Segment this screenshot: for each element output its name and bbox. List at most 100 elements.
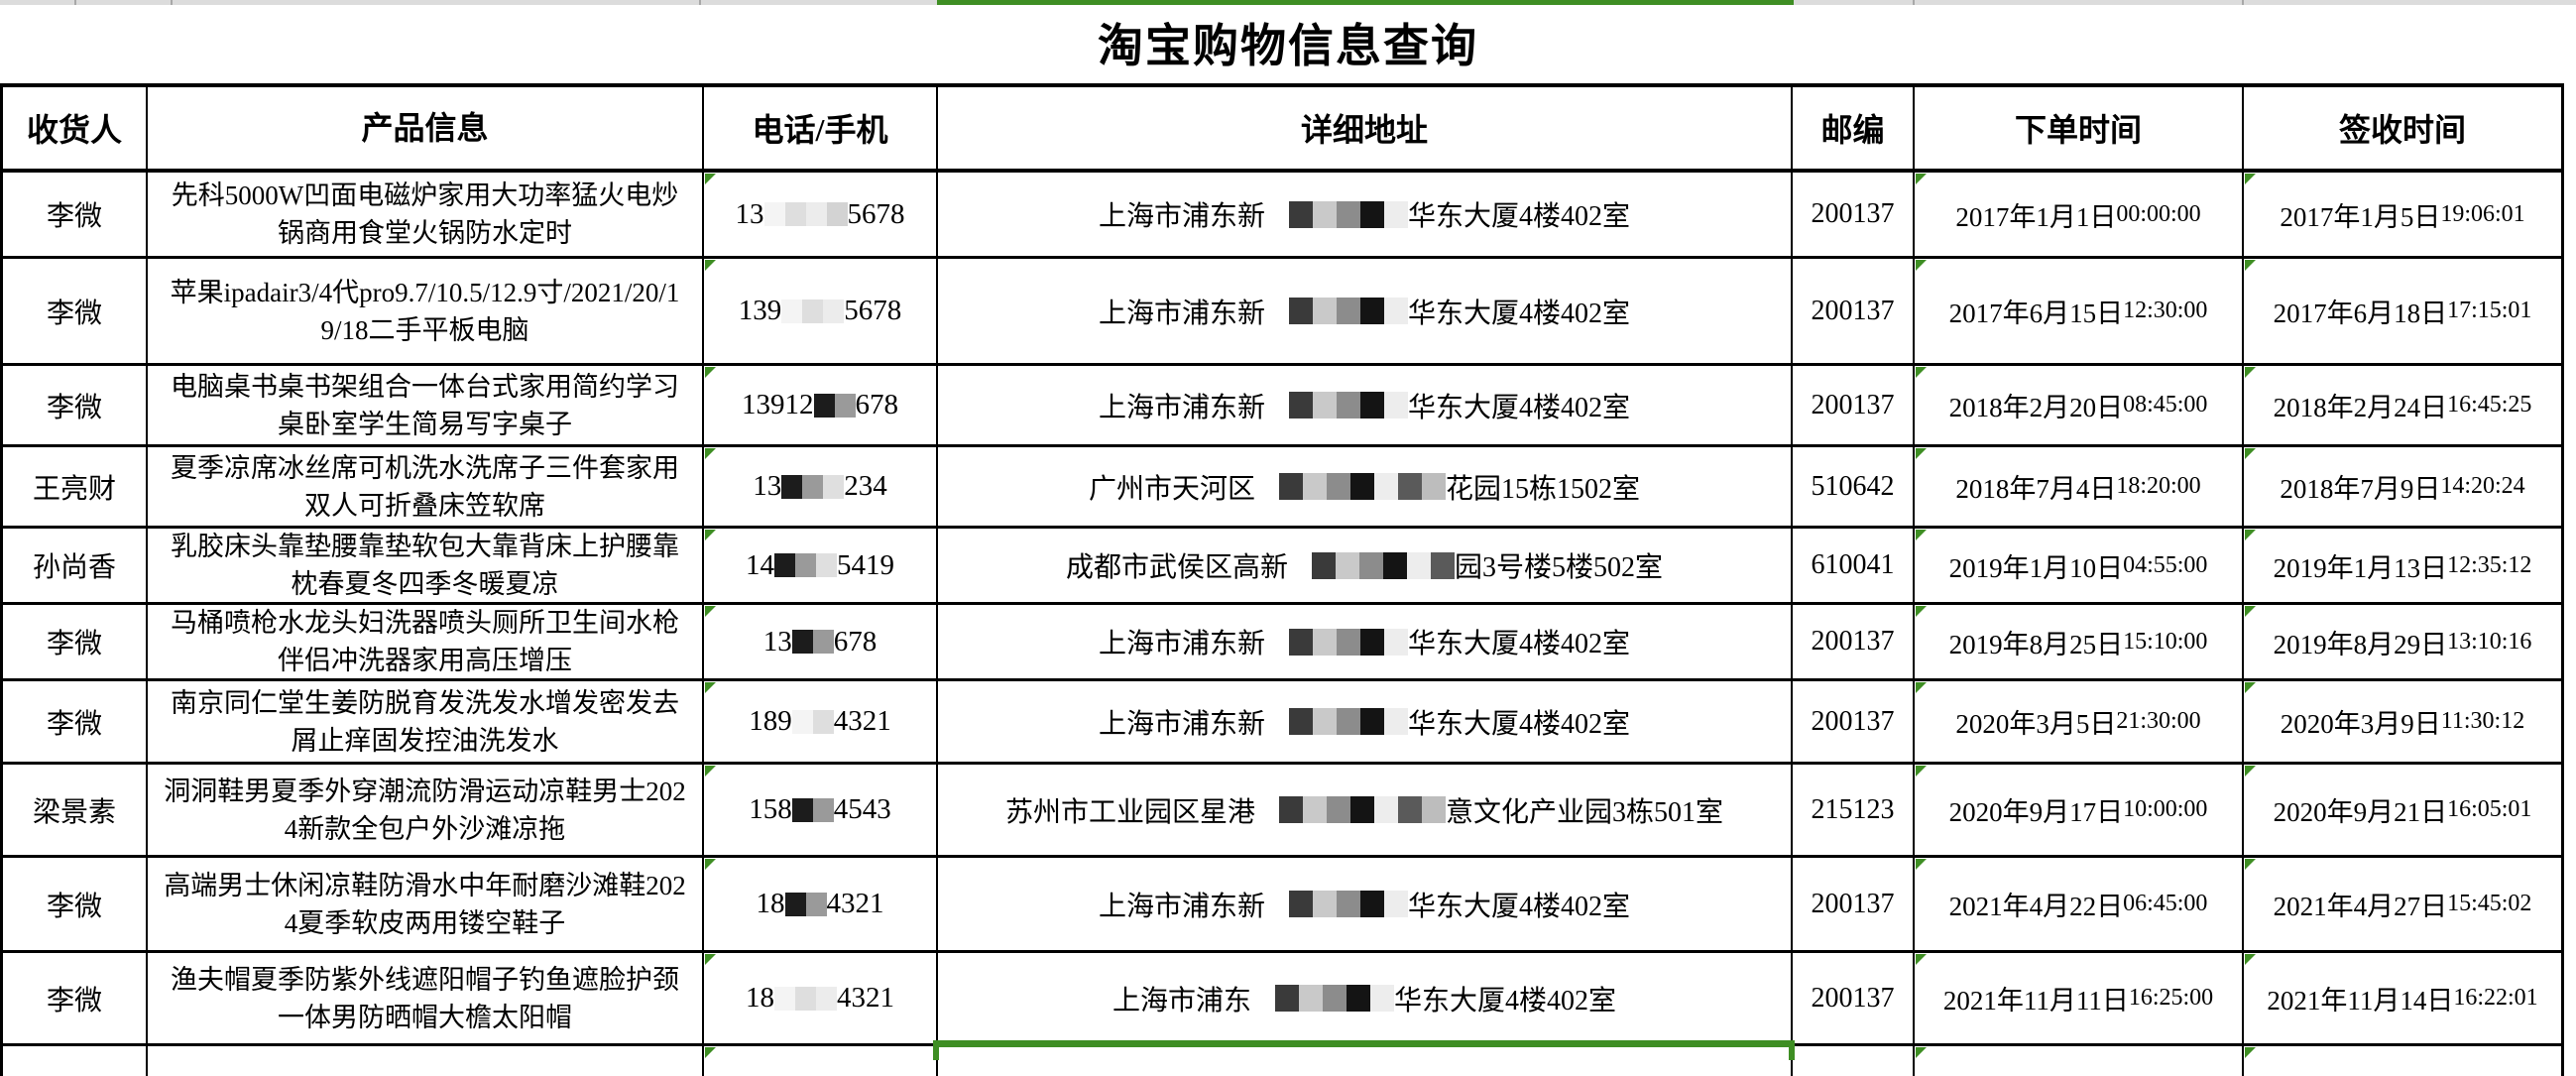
phone-visible-end: 5678 [847,197,905,230]
cell-order-time[interactable]: 2020年3月5日 21:30:00 [1915,681,2244,762]
cell-product[interactable]: 洞洞鞋男夏季外穿潮流防滑运动凉鞋男士2024新款全包户外沙滩凉拖 [148,765,704,855]
header-address[interactable]: 详细地址 [938,87,1793,169]
cell-address[interactable]: 上海市浦东 华东大厦4楼402室 [938,953,1793,1043]
cell-product[interactable] [148,1046,704,1076]
cell-order-time[interactable]: 2018年7月4日 18:20:00 [1915,447,2244,526]
address-visible-start: 成都市武侯区高新 [1065,552,1288,583]
cell-address[interactable]: 上海市浦东新 华东大厦4楼402室 [938,173,1793,256]
cell-sign-time[interactable] [2244,1046,2561,1076]
cell-recipient[interactable] [3,1046,148,1076]
cell-phone[interactable]: 13 678 [704,605,938,678]
address-visible-end: 华东大厦4楼402室 [1408,392,1631,423]
cell-product[interactable]: 电脑桌书桌书架组合一体台式家用简约学习桌卧室学生简易写字桌子 [148,366,704,444]
cell-order-time[interactable] [1915,1046,2244,1076]
cell-order-time[interactable]: 2019年1月10日 04:55:00 [1915,529,2244,602]
page-title: 淘宝购物信息查询 [1098,21,1478,71]
cell-product[interactable]: 马桶喷枪水龙头妇洗器喷头厕所卫生间水枪伴侣冲洗器家用高压增压 [148,605,704,678]
cell-product[interactable]: 先科5000W凹面电磁炉家用大功率猛火电炒锅商用食堂火锅防水定时 [148,173,704,256]
phone-visible-end: 4321 [826,888,884,919]
cell-product[interactable]: 夏季凉席冰丝席可机洗水洗席子三件套家用双人可折叠床笠软席 [148,447,704,526]
cell-zip[interactable]: 200137 [1793,259,1915,363]
header-sign-time[interactable]: 签收时间 [2244,87,2561,169]
cell-product[interactable]: 高端男士休闲凉鞋防滑水中年耐磨沙滩鞋2024夏季软皮两用镂空鞋子 [148,858,704,950]
cell-address[interactable]: 上海市浦东新 华东大厦4楼402室 [938,681,1793,762]
cell-zip[interactable]: 200137 [1793,953,1915,1043]
cell-product[interactable]: 苹果ipadair3/4代pro9.7/10.5/12.9寸/2021/20/1… [148,259,704,363]
cell-phone[interactable]: 18 4321 [704,953,938,1043]
cell-address[interactable]: 上海市浦东新 华东大厦4楼402室 [938,605,1793,678]
cell-sign-time[interactable]: 2019年1月13日 12:35:12 [2244,529,2561,602]
table-row: 王亮财 夏季凉席冰丝席可机洗水洗席子三件套家用双人可折叠床笠软席 13 234 广州市天… [3,447,2561,529]
cell-sign-time[interactable]: 2018年7月9日 14:20:24 [2244,447,2561,526]
cell-sign-time[interactable]: 2021年4月27日 15:45:02 [2244,858,2561,950]
phone-visible-start: 18 [746,982,774,1014]
cell-zip[interactable]: 215123 [1793,765,1915,855]
cell-zip[interactable]: 610041 [1793,529,1915,602]
cell-phone[interactable]: 139 5678 [704,259,938,363]
cell-recipient[interactable]: 李微 [3,681,148,762]
time-part: 10:00:00 [2123,796,2208,822]
cell-recipient[interactable]: 李微 [3,953,148,1043]
error-flag-triangle [2245,682,2256,693]
redaction-mosaic [1265,200,1408,228]
redaction-mosaic [791,630,834,654]
cell-sign-time[interactable]: 2020年9月21日 16:05:01 [2244,765,2561,855]
cell-zip[interactable]: 200137 [1793,858,1915,950]
cell-recipient[interactable]: 王亮财 [3,447,148,526]
cell-address[interactable]: 上海市浦东新 华东大厦4楼402室 [938,366,1793,444]
cell-address[interactable]: 成都市武侯区高新 园3号楼5楼502室 [938,529,1793,602]
cell-recipient[interactable]: 李微 [3,173,148,256]
cell-product[interactable]: 乳胶床头靠垫腰靠垫软包大靠背床上护腰靠枕春夏冬四季冬暖夏凉 [148,529,704,602]
cell-zip[interactable]: 200137 [1793,605,1915,678]
selected-column-highlight [937,0,1794,5]
cell-product[interactable]: 渔夫帽夏季防紫外线遮阳帽子钓鱼遮脸护颈一体男防晒帽大檐太阳帽 [148,953,704,1043]
cell-order-time[interactable]: 2018年2月20日 08:45:00 [1915,366,2244,444]
cell-recipient[interactable]: 李微 [3,366,148,444]
cell-order-time[interactable]: 2021年4月22日 06:45:00 [1915,858,2244,950]
cell-phone[interactable]: 13 5678 [704,173,938,256]
cell-phone[interactable]: 189 4321 [704,681,938,762]
cell-order-time[interactable]: 2021年11月11日 16:25:00 [1915,953,2244,1043]
cell-sign-time[interactable]: 2018年2月24日 16:45:25 [2244,366,2561,444]
cell-phone[interactable]: 158 4543 [704,765,938,855]
cell-address[interactable]: 上海市浦东新 华东大厦4楼402室 [938,259,1793,363]
cell-address[interactable]: 苏州市工业园区星港 意文化产业园3栋501室 [938,765,1793,855]
cell-order-time[interactable]: 2020年9月17日 10:00:00 [1915,765,2244,855]
cell-phone[interactable]: 13 234 [704,447,938,526]
cell-zip[interactable]: 200137 [1793,173,1915,256]
header-zip[interactable]: 邮编 [1793,87,1915,169]
error-flag-triangle [1916,367,1927,378]
cell-sign-time[interactable]: 2019年8月29日 13:10:16 [2244,605,2561,678]
cell-order-time[interactable]: 2019年8月25日 15:10:00 [1915,605,2244,678]
cell-product[interactable]: 南京同仁堂生姜防脱育发洗发水增发密发去屑止痒固发控油洗发水 [148,681,704,762]
cell-zip[interactable]: 200137 [1793,681,1915,762]
strip-divider [1913,0,1915,5]
time-part: 16:45:25 [2447,392,2532,418]
cell-order-time[interactable]: 2017年1月1日 00:00:00 [1915,173,2244,256]
cell-address[interactable]: 上海市浦东新 华东大厦4楼402室 [938,858,1793,950]
cell-sign-time[interactable]: 2017年6月18日 17:15:01 [2244,259,2561,363]
cell-recipient[interactable]: 李微 [3,605,148,678]
cell-sign-time[interactable]: 2017年1月5日 19:06:01 [2244,173,2561,256]
cell-recipient[interactable]: 孙尚香 [3,529,148,602]
header-product[interactable]: 产品信息 [148,87,704,169]
cell-phone[interactable]: 14 5419 [704,529,938,602]
cell-zip[interactable] [1793,1046,1915,1076]
cell-zip[interactable]: 510642 [1793,447,1915,526]
cell-recipient[interactable]: 李微 [3,259,148,363]
table-header-row: 收货人 产品信息 电话/手机 详细地址 邮编 下单时间 签收时间 [3,87,2561,173]
cell-phone[interactable] [704,1046,938,1076]
cell-address[interactable]: 广州市天河区 花园15栋1502室 [938,447,1793,526]
cell-recipient[interactable]: 李微 [3,858,148,950]
cell-phone[interactable]: 18 4321 [704,858,938,950]
cell-phone[interactable]: 13912 678 [704,366,938,444]
cell-zip[interactable]: 200137 [1793,366,1915,444]
strip-divider [74,0,76,5]
cell-sign-time[interactable]: 2020年3月9日 11:30:12 [2244,681,2561,762]
cell-order-time[interactable]: 2017年6月15日 12:30:00 [1915,259,2244,363]
header-recipient[interactable]: 收货人 [3,87,148,169]
header-phone[interactable]: 电话/手机 [704,87,938,169]
header-order-time[interactable]: 下单时间 [1915,87,2244,169]
cell-recipient[interactable]: 梁景素 [3,765,148,855]
cell-sign-time[interactable]: 2021年11月14日 16:22:01 [2244,953,2561,1043]
